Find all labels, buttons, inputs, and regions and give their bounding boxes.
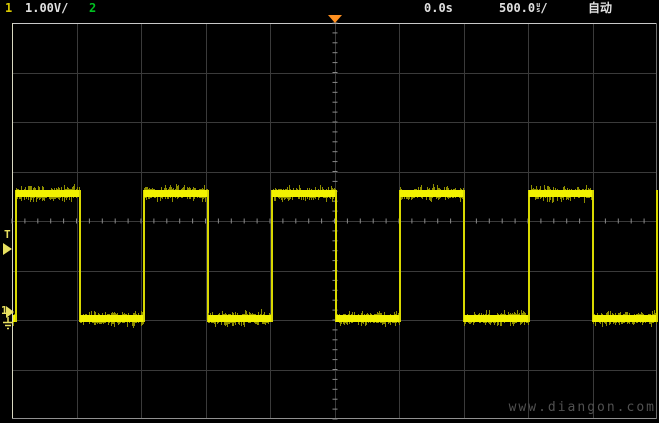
timebase-suffix: /	[540, 1, 548, 15]
timebase-readout: 500.0 u s /	[499, 2, 548, 15]
trigger-level-label: T	[4, 228, 11, 241]
channel1-badge: 1	[5, 1, 13, 15]
trigger-mode-label: 自动	[588, 1, 613, 15]
timebase-value: 500.0	[499, 1, 536, 15]
timebase-unit: u s	[536, 1, 541, 14]
channel1-marker-label: 1	[1, 304, 8, 317]
channel2-badge: 2	[89, 1, 97, 15]
time-offset-readout: 0.0s	[424, 1, 453, 15]
channel1-scale: 1.00V/	[25, 1, 69, 15]
trigger-level-arrow-icon	[3, 243, 12, 255]
channel1-marker-arrow-icon	[6, 306, 14, 318]
watermark: www.diangon.com	[508, 400, 656, 415]
ground-icon	[3, 317, 13, 330]
trigger-position-icon	[328, 15, 342, 23]
